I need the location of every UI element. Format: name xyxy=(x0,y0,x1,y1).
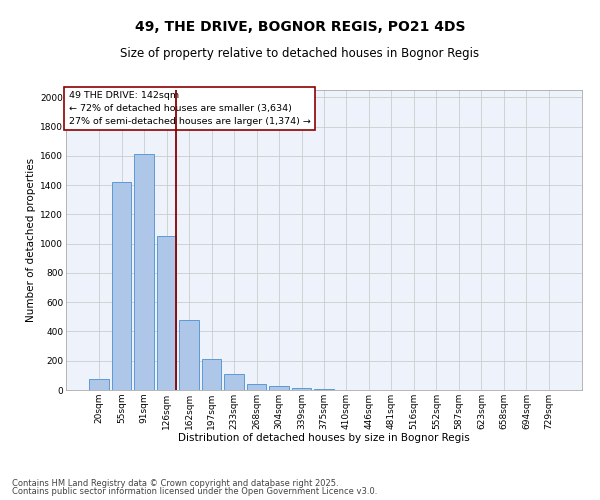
Bar xyxy=(157,236,176,390)
Bar xyxy=(89,379,109,390)
Bar xyxy=(269,386,289,390)
Bar xyxy=(292,388,311,390)
Text: 49, THE DRIVE, BOGNOR REGIS, PO21 4DS: 49, THE DRIVE, BOGNOR REGIS, PO21 4DS xyxy=(135,20,465,34)
Bar xyxy=(247,384,266,390)
Bar xyxy=(134,154,154,390)
Bar xyxy=(112,182,131,390)
Text: Contains public sector information licensed under the Open Government Licence v3: Contains public sector information licen… xyxy=(12,487,377,496)
Bar xyxy=(202,360,221,390)
Bar xyxy=(224,374,244,390)
Text: Contains HM Land Registry data © Crown copyright and database right 2025.: Contains HM Land Registry data © Crown c… xyxy=(12,478,338,488)
X-axis label: Distribution of detached houses by size in Bognor Regis: Distribution of detached houses by size … xyxy=(178,434,470,444)
Text: 49 THE DRIVE: 142sqm
← 72% of detached houses are smaller (3,634)
27% of semi-de: 49 THE DRIVE: 142sqm ← 72% of detached h… xyxy=(68,92,310,126)
Text: Size of property relative to detached houses in Bognor Regis: Size of property relative to detached ho… xyxy=(121,48,479,60)
Bar xyxy=(179,320,199,390)
Y-axis label: Number of detached properties: Number of detached properties xyxy=(26,158,36,322)
